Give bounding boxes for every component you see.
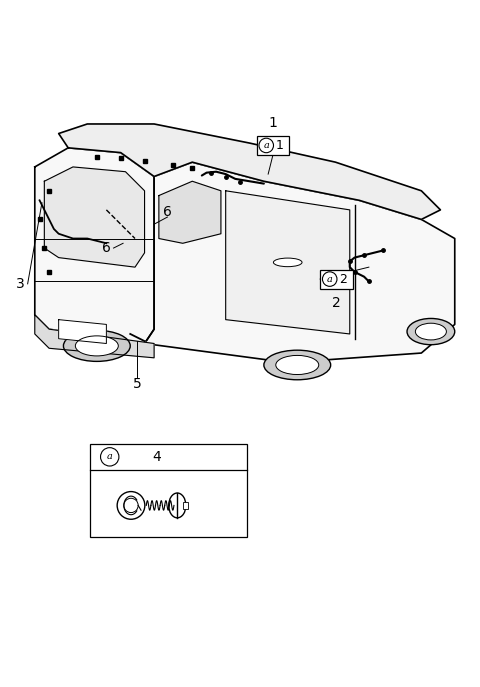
Polygon shape	[44, 167, 144, 267]
Text: a: a	[327, 275, 333, 284]
Ellipse shape	[117, 492, 145, 519]
Ellipse shape	[264, 350, 331, 380]
Polygon shape	[226, 191, 350, 334]
Text: 6: 6	[163, 205, 172, 219]
Polygon shape	[59, 124, 441, 219]
Text: 4: 4	[152, 450, 161, 464]
Circle shape	[100, 448, 119, 466]
Ellipse shape	[407, 319, 455, 345]
Text: 5: 5	[133, 377, 142, 391]
Text: 3: 3	[16, 277, 24, 291]
Text: 1: 1	[276, 139, 284, 152]
FancyBboxPatch shape	[90, 444, 247, 537]
Text: 1: 1	[268, 116, 277, 130]
Polygon shape	[35, 148, 154, 344]
Ellipse shape	[124, 498, 138, 513]
Polygon shape	[144, 162, 455, 363]
Polygon shape	[35, 315, 154, 358]
Ellipse shape	[415, 323, 446, 340]
Ellipse shape	[63, 330, 130, 361]
Ellipse shape	[75, 336, 118, 356]
FancyBboxPatch shape	[257, 136, 289, 155]
Ellipse shape	[274, 258, 302, 267]
Polygon shape	[159, 181, 221, 243]
Text: 6: 6	[102, 241, 111, 255]
Polygon shape	[59, 319, 107, 344]
Text: 2: 2	[332, 296, 341, 310]
Text: a: a	[264, 141, 269, 150]
Circle shape	[323, 272, 337, 286]
Ellipse shape	[276, 355, 319, 374]
FancyBboxPatch shape	[183, 502, 188, 509]
Ellipse shape	[168, 493, 186, 518]
Text: a: a	[107, 452, 113, 462]
FancyBboxPatch shape	[320, 269, 353, 289]
Circle shape	[259, 138, 274, 153]
Text: 2: 2	[340, 273, 348, 286]
